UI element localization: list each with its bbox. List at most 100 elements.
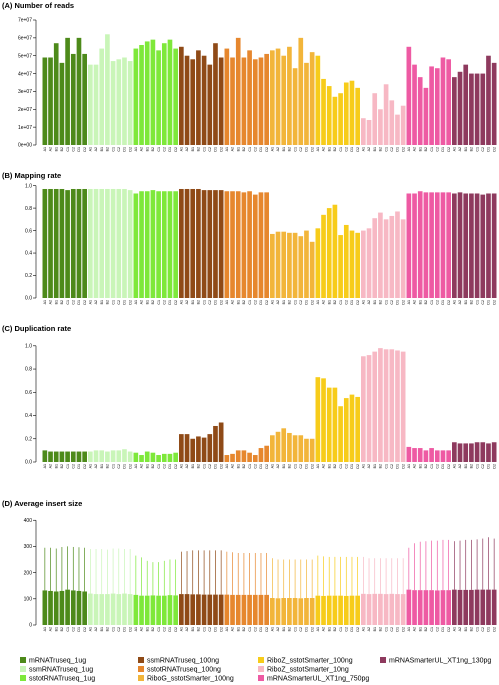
panel-d-bar xyxy=(70,590,76,625)
panel-d-x-tick-label: B1 xyxy=(282,627,286,631)
panel-a-x-tick-label: C2 xyxy=(299,147,303,152)
panel-d-bar xyxy=(53,591,59,625)
panel-d-x-tick-label: C1 xyxy=(66,627,70,632)
panel-d-x-tick-label: C1 xyxy=(339,627,343,632)
panel-c-bar xyxy=(184,434,190,462)
panel-c-x-tick-label: B2 xyxy=(333,464,337,468)
panel-c-bar xyxy=(133,452,139,462)
panel-d-x-tick-label: A1 xyxy=(43,627,47,631)
panel-d-bar xyxy=(429,590,434,625)
panel-c-bar xyxy=(105,451,110,462)
panel-c-bar xyxy=(434,450,440,462)
panel-a-x-tick-label: A2 xyxy=(94,147,98,151)
panel-c-x-tick-label: B1 xyxy=(282,464,286,468)
panel-b-x-tick-label: C1 xyxy=(111,300,115,305)
panel-c-x-tick-label: B2 xyxy=(288,464,292,468)
panel-b-bar xyxy=(287,232,292,298)
legend-label-10: mRNASmarterUL_XT1ng_130pg xyxy=(389,658,491,665)
panel-b-x-tick-label: B1 xyxy=(327,300,331,304)
panel-c-bar xyxy=(423,450,429,462)
panel-a-bar xyxy=(463,64,469,145)
panel-c-bar xyxy=(122,449,127,462)
panel-a-x-tick-label: B2 xyxy=(60,147,64,151)
panel-b-bar xyxy=(270,233,275,298)
panel-c-bar xyxy=(343,398,349,462)
panel-b-x-tick-label: C2 xyxy=(253,300,257,305)
panel-a-bar xyxy=(110,61,116,146)
panel-c-bar xyxy=(372,351,378,462)
panel-b-bar xyxy=(196,188,201,298)
panel-d-x-tick-label: C2 xyxy=(71,627,75,632)
panel-c-x-tick-label: A2 xyxy=(322,464,326,468)
panel-b-bar xyxy=(361,230,366,298)
panel-c-x-tick-label: A1 xyxy=(453,464,457,468)
panel-a-y-tick-label: 6e+07 xyxy=(18,36,32,42)
panel-c-x-tick-label: D1 xyxy=(441,464,445,469)
panel-c-y-tick-label: 1.0 xyxy=(25,344,32,350)
panel-c-bar xyxy=(315,377,321,462)
panel-b-x-tick-label: A2 xyxy=(322,300,326,304)
panel-b-bar xyxy=(213,190,218,298)
panel-b-bar xyxy=(395,211,400,298)
panel-c-bar xyxy=(252,455,258,462)
panel-c-bar xyxy=(42,450,48,462)
panel-b-bar xyxy=(201,190,207,298)
panel-b-x-tick-label: D2 xyxy=(401,300,405,305)
panel-d-x-tick-label: C2 xyxy=(253,627,257,632)
panel-d-x-tick-label: D2 xyxy=(174,627,178,632)
panel-b-x-tick-label: A1 xyxy=(180,300,184,304)
panel-c-x-tick-label: A2 xyxy=(94,464,98,468)
panel-c-bar xyxy=(389,349,395,462)
panel-b-bar xyxy=(321,214,326,298)
panel-a-x-tick-label: C1 xyxy=(248,147,252,152)
panel-b-x-tick-label: C2 xyxy=(435,300,439,305)
panel-c-bar xyxy=(474,442,480,462)
panel-d-x-tick-label: B1 xyxy=(236,627,240,631)
panel-b-x-tick-label: D1 xyxy=(487,300,491,305)
panel-c-x-tick-label: D2 xyxy=(447,464,451,469)
panel-a-x-tick-label: B2 xyxy=(106,147,110,151)
panel-c-x-tick-label: C2 xyxy=(208,464,212,469)
panel-d-x-tick-label: B1 xyxy=(464,627,468,631)
panel-b-x-tick-label: C2 xyxy=(71,300,75,305)
panel-d-bar xyxy=(258,594,264,625)
panel-c-x-tick-label: A2 xyxy=(185,464,189,468)
panel-a-bar xyxy=(321,78,326,145)
panel-b-bar xyxy=(463,193,469,298)
panel-a-x-tick-label: D2 xyxy=(492,147,496,152)
panel-b-bar xyxy=(332,204,338,298)
panel-d-bar xyxy=(230,594,235,625)
panel-a-x-tick-label: A2 xyxy=(458,147,462,151)
panel-d-x-tick-label: C1 xyxy=(384,627,388,632)
panel-a-x-tick-label: D2 xyxy=(83,147,87,152)
panel-a-x-tick-label: A1 xyxy=(180,147,184,151)
panel-b-x-tick-label: C1 xyxy=(248,300,252,305)
panel-d-bar xyxy=(366,594,372,625)
panel-a-y-tick-label: 4e+07 xyxy=(18,71,32,77)
panel-b-x-tick-label: D2 xyxy=(83,300,87,305)
panel-b-x-tick-label: D2 xyxy=(492,300,496,305)
panel-d-bar xyxy=(287,598,292,625)
panel-b-bar xyxy=(99,188,105,298)
panel-a-x-tick-label: C1 xyxy=(66,147,70,152)
panel-b-x-tick-label: C2 xyxy=(481,300,485,305)
panel-b-bar xyxy=(116,188,122,298)
panel-a-x-tick-label: A2 xyxy=(276,147,280,151)
panel-a-bar xyxy=(224,48,230,146)
panel-d-bar xyxy=(93,594,99,625)
panel-b-x-tick-label: B1 xyxy=(418,300,422,304)
panel-c-bar xyxy=(383,349,389,462)
panel-b-bar xyxy=(423,192,429,298)
panel-a-bar xyxy=(122,57,127,145)
panel-c-bar xyxy=(412,448,417,462)
panel-b-bar xyxy=(480,194,486,298)
panel-d-x-tick-label: D1 xyxy=(350,627,354,632)
panel-c-x-tick-label: C1 xyxy=(66,464,70,469)
panel-b-bar xyxy=(224,191,230,298)
panel-b-bar xyxy=(167,191,173,298)
panel-a-x-tick-label: C2 xyxy=(435,147,439,152)
panel-a-x-tick-label: B1 xyxy=(327,147,331,151)
panel-b-bar xyxy=(105,188,110,298)
panel-d-x-tick-label: C2 xyxy=(117,627,121,632)
panel-a-bar xyxy=(400,105,406,145)
